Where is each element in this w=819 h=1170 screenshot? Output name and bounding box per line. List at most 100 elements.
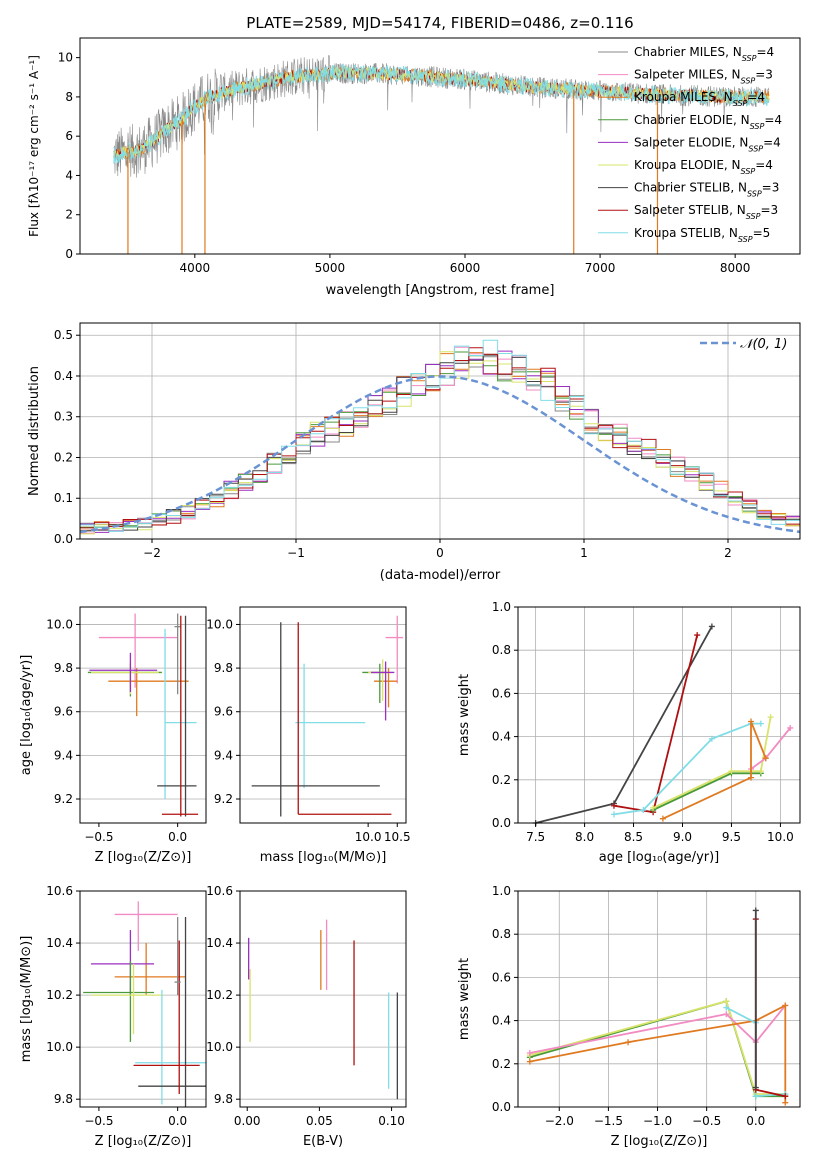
spectrum-x-tick-label: 5000 [315, 261, 346, 275]
age-vs-Z-panel: −0.5 0.0 9.2 9.4 9.6 9.8 10.0 Z [log₁₀(Z/Z⊙)] ag… [19, 606, 207, 865]
legend-label-chabrier_elodie: Chabrier ELODIE, NSSP=4 [634, 113, 782, 131]
massweight-vs-Z-y-tick-label: 0.8 [492, 927, 511, 941]
massweight-vs-age-panel: 7.5 8.0 8.5 9.0 9.5 10.0 0.0 0.2 0.4 0.6 0.8 1.0 age… [457, 600, 801, 865]
massweight-vs-Z-marker-kroupa_stelib [752, 1093, 759, 1100]
massweight-vs-age-x-label: age [log₁₀(age/yr)] [599, 850, 720, 865]
massweight-vs-age-line-chabrier_elodie [652, 772, 761, 811]
residual-y-tick-label: 0.3 [54, 410, 73, 424]
legend-label-kroupa_elodie: Kroupa ELODIE, NSSP=4 [634, 158, 773, 176]
massweight-vs-age-x-tick-label: 9.5 [722, 830, 741, 844]
age-vs-Z-y-tick-label: 9.8 [54, 661, 73, 675]
massweight-vs-Z-axes [517, 890, 801, 1108]
mass-vs-Z-y-tick-label: 9.8 [54, 1092, 73, 1106]
age-vs-Z-x-tick-label: 0.0 [168, 830, 187, 844]
spectrum-axes [79, 37, 801, 255]
mass-vs-EBV-panel: 0.00 0.05 0.10 9.8 10.0 10.2 10.4 10.6 E(B-V) [206, 884, 407, 1149]
massweight-vs-age-marker-kroupa_miles [762, 755, 769, 762]
age-vs-mass-x-label: mass [log₁₀(M/M⊙)] [260, 850, 387, 865]
massweight-vs-age-marker-kroupa_elodie [757, 768, 764, 775]
mass-vs-EBV-y-tick-label: 10.6 [206, 884, 233, 898]
age-vs-mass-y-tick-label: 9.4 [214, 748, 233, 762]
massweight-vs-age-y-tick-label: 0.4 [492, 730, 511, 744]
massweight-vs-Z-marker-salpeter_miles [526, 1050, 533, 1056]
legend-label-salpeter_miles: Salpeter MILES, NSSP=3 [634, 68, 773, 86]
spectrum-y-tick-label: 0 [65, 247, 73, 261]
age-vs-mass-axes [239, 606, 407, 824]
massweight-vs-age-marker-kroupa_stelib [708, 735, 715, 742]
massweight-vs-age-line-salpeter_stelib [613, 634, 699, 814]
massweight-vs-Z-marker-chabrier_stelib [752, 1084, 759, 1091]
spectrum-y-label: Flux [fλ10⁻¹⁷ erg cm⁻² s⁻¹ A⁻¹] [27, 55, 41, 237]
massweight-vs-Z-y-tick-label: 0.2 [492, 1057, 511, 1071]
massweight-vs-Z-y-tick-label: 0.0 [492, 1100, 511, 1114]
spectrum-data [113, 54, 770, 254]
spectrum-x-ticks: 4000 5000 6000 7000 8000 [180, 254, 751, 275]
spectrum-x-tick-label: 4000 [180, 261, 211, 275]
massweight-vs-Z-marker-kroupa_miles [782, 1099, 789, 1106]
residual-y-tick-label: 0.5 [54, 328, 73, 342]
mass-vs-EBV-y-tick-label: 9.8 [214, 1092, 233, 1106]
massweight-vs-age-axes [517, 606, 801, 824]
age-vs-Z-y-tick-label: 10.0 [46, 617, 73, 631]
massweight-vs-Z-y-tick-label: 0.6 [492, 970, 511, 984]
residual-y-tick-label: 0.2 [54, 450, 73, 464]
legend-label-chabrier_stelib: Chabrier STELIB, NSSP=3 [634, 181, 779, 199]
massweight-vs-age-marker-salpeter_stelib [694, 632, 701, 639]
mass-vs-EBV-x-tick-label: 0.10 [378, 1114, 405, 1128]
mass-vs-EBV-y-tick-label: 10.0 [206, 1040, 233, 1054]
mass-vs-Z-y-label: mass [log₁₀(M/M⊙)] [19, 936, 34, 1063]
spectrum-y-tick-label: 10 [58, 51, 73, 65]
spectrum-panel: PLATE=2589, MJD=54174, FIBERID=0486, z=0… [27, 14, 801, 298]
age-vs-mass-y-tick-label: 9.8 [214, 661, 233, 675]
legend-label-salpeter_elodie: Salpeter ELODIE, NSSP=4 [634, 135, 781, 153]
residual-y-tick-label: 0.1 [54, 491, 73, 505]
spectrum-legend: Chabrier MILES, NSSP=4 Salpeter MILES, NS… [598, 45, 782, 243]
spectrum-y-tick-label: 6 [65, 129, 73, 143]
spectrum-y-tick-label: 8 [65, 90, 73, 104]
mass-vs-Z-axes [79, 890, 207, 1108]
residual-y-tick-label: 0.0 [54, 532, 73, 546]
spectrum-y-ticks: 0 2 4 6 8 10 [58, 51, 80, 261]
mass-vs-Z-x-label: Z [log₁₀(Z/Z⊙)] [95, 1134, 192, 1149]
massweight-vs-Z-marker-salpeter_miles [723, 1011, 730, 1018]
residual-x-tick-label: −2 [143, 546, 161, 560]
spectrum-x-tick-label: 7000 [585, 261, 616, 275]
parameter-panels: −0.5 0.0 9.2 9.4 9.6 9.8 10.0 Z [log₁₀(Z/Z⊙)] ag… [19, 600, 801, 1149]
massweight-vs-age-x-tick-label: 10.0 [767, 830, 794, 844]
massweight-vs-Z-marker-kroupa_elodie [723, 998, 730, 1005]
massweight-vs-Z-marker-kroupa_miles [526, 1058, 533, 1065]
mass-vs-Z-x-tick-label: 0.0 [168, 1114, 187, 1128]
residual-x-tick-label: 2 [724, 546, 732, 560]
massweight-vs-age-marker-kroupa_miles [748, 774, 755, 781]
residual-x-label: (data-model)/error [380, 568, 501, 583]
mass-vs-Z-y-tick-label: 10.4 [46, 936, 73, 950]
mass-vs-EBV-axes [239, 890, 407, 1108]
normal-curve [79, 375, 801, 534]
massweight-vs-age-x-tick-label: 9.0 [673, 830, 692, 844]
age-vs-Z-y-tick-label: 9.4 [54, 748, 73, 762]
massweight-vs-Z-x-tick-label: −1.5 [594, 1114, 623, 1128]
mass-vs-Z-y-tick-label: 10.6 [46, 884, 73, 898]
residual-y-tick-label: 0.4 [54, 369, 73, 383]
massweight-vs-Z-marker-kroupa_stelib [723, 1004, 730, 1011]
mass-vs-Z-y-tick-label: 10.2 [46, 988, 73, 1002]
massweight-vs-Z-marker-salpeter_stelib [782, 1093, 789, 1100]
mass-vs-EBV-x-tick-label: 0.05 [306, 1114, 333, 1128]
age-vs-Z-y-tick-label: 9.6 [54, 705, 73, 719]
massweight-vs-Z-y-tick-label: 0.4 [492, 1014, 511, 1028]
massweight-vs-Z-marker-kroupa_miles [782, 1002, 789, 1009]
massweight-vs-age-marker-kroupa_elodie [728, 768, 735, 775]
age-vs-mass-y-tick-label: 9.2 [214, 792, 233, 806]
spectrum-x-tick-label: 6000 [450, 261, 481, 275]
age-vs-Z-axes [79, 606, 207, 824]
massweight-vs-Z-y-label: mass weight [457, 958, 472, 1040]
spectrum-x-tick-label: 8000 [720, 261, 751, 275]
residual-x-tick-label: 0 [436, 546, 444, 560]
massweight-vs-Z-line-kroupa_elodie [529, 1000, 786, 1095]
residual-panel: −2 −1 0 1 2 0.0 0.1 0.2 0.3 0.4 0.5 (data-model)/… [27, 322, 801, 583]
massweight-vs-age-line-kroupa_elodie [652, 717, 772, 809]
massweight-vs-age-line-kroupa_miles [662, 721, 767, 820]
mass-vs-EBV-x-tick-label: 0.00 [234, 1114, 261, 1128]
